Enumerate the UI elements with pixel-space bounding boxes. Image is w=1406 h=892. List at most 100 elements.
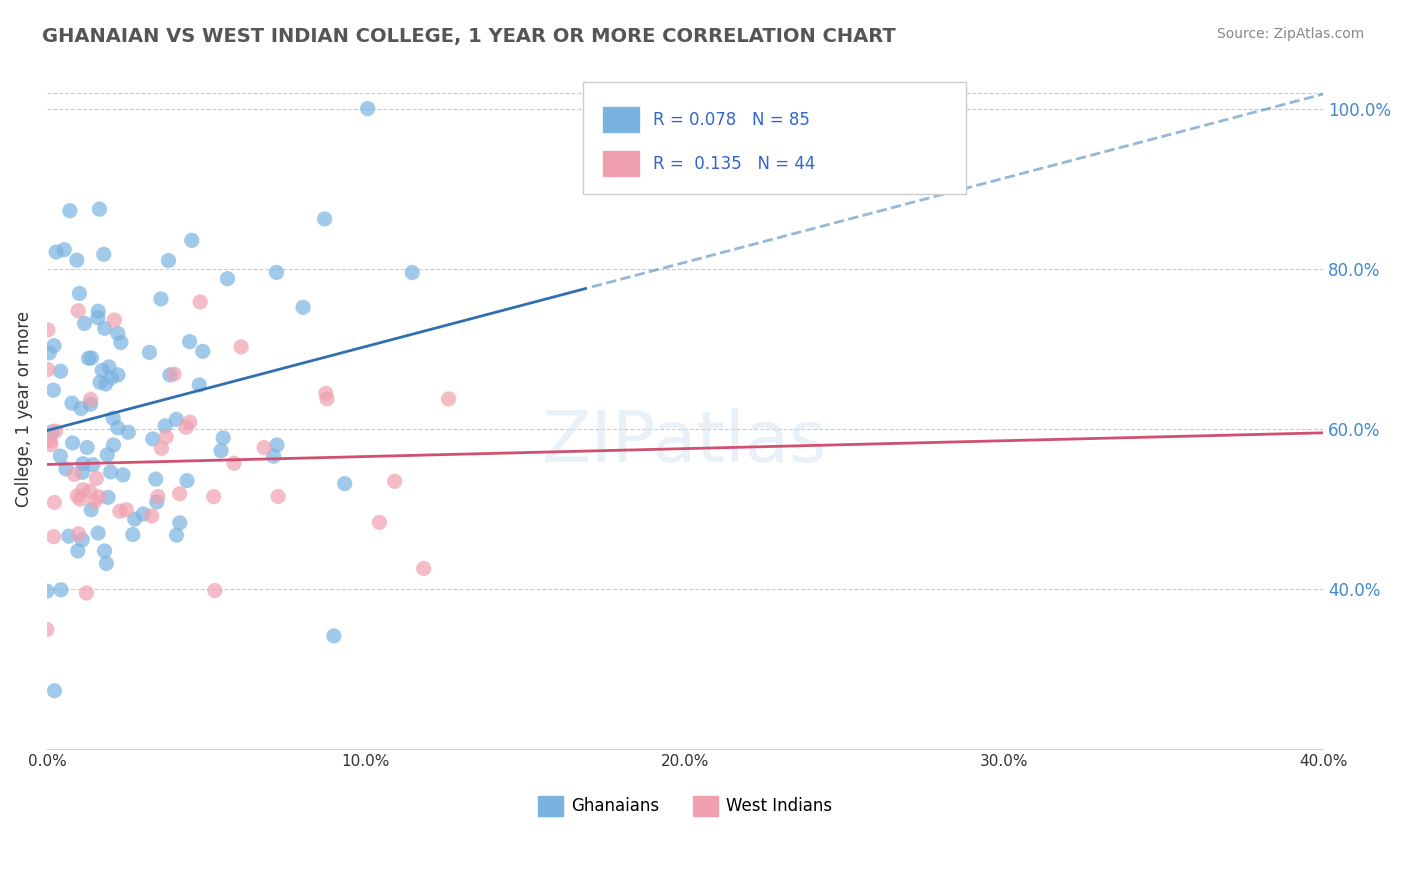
Ghanaians [44, 683, 66, 698]
West Indians [179, 415, 201, 429]
Ghanaians [401, 266, 423, 280]
West Indians [267, 490, 290, 504]
Ghanaians [55, 462, 77, 476]
Ghanaians [89, 376, 111, 390]
Ghanaians [333, 476, 356, 491]
Ghanaians [60, 396, 83, 410]
Text: ZIPatlas: ZIPatlas [543, 409, 828, 477]
Ghanaians [87, 304, 110, 318]
Ghanaians [263, 449, 285, 463]
Ghanaians [191, 344, 214, 359]
West Indians [222, 456, 245, 470]
Ghanaians [103, 438, 125, 452]
West Indians [39, 434, 62, 448]
West Indians [204, 583, 226, 598]
Ghanaians [165, 412, 187, 426]
West Indians [37, 362, 59, 376]
Ghanaians [38, 346, 60, 360]
West Indians [63, 467, 86, 482]
Ghanaians [314, 211, 336, 226]
Ghanaians [66, 253, 89, 268]
Ghanaians [157, 253, 180, 268]
West Indians [108, 504, 131, 518]
West Indians [229, 340, 252, 354]
Ghanaians [107, 326, 129, 341]
West Indians [169, 487, 191, 501]
Ghanaians [82, 458, 104, 472]
West Indians [72, 483, 94, 497]
Ghanaians [107, 421, 129, 435]
Ghanaians [73, 317, 96, 331]
Text: R =  0.135   N = 44: R = 0.135 N = 44 [654, 155, 815, 173]
Ghanaians [70, 401, 93, 416]
Ghanaians [80, 502, 103, 516]
Ghanaians [107, 368, 129, 382]
Ghanaians [176, 474, 198, 488]
Ghanaians [96, 557, 118, 571]
West Indians [42, 530, 65, 544]
Ghanaians [100, 370, 122, 384]
Ghanaians [87, 526, 110, 541]
Ghanaians [212, 431, 235, 445]
Ghanaians [58, 529, 80, 543]
Ghanaians [94, 376, 117, 391]
Legend: Ghanaians, West Indians: Ghanaians, West Indians [531, 789, 839, 822]
Ghanaians [49, 582, 72, 597]
Ghanaians [91, 363, 114, 377]
Ghanaians [89, 202, 111, 216]
Ghanaians [98, 359, 121, 374]
Ghanaians [266, 438, 288, 452]
Ghanaians [77, 351, 100, 366]
Ghanaians [70, 533, 93, 547]
Ghanaians [188, 378, 211, 392]
Ghanaians [142, 432, 165, 446]
West Indians [163, 367, 186, 381]
Text: R = 0.078   N = 85: R = 0.078 N = 85 [654, 111, 810, 128]
West Indians [115, 502, 138, 516]
West Indians [86, 471, 108, 485]
Ghanaians [62, 436, 84, 450]
Ghanaians [67, 286, 90, 301]
Ghanaians [80, 351, 103, 365]
West Indians [66, 489, 89, 503]
Ghanaians [153, 418, 176, 433]
West Indians [35, 623, 58, 637]
Ghanaians [49, 364, 72, 378]
Ghanaians [159, 368, 181, 382]
West Indians [76, 586, 98, 600]
Ghanaians [110, 335, 132, 350]
Ghanaians [149, 292, 172, 306]
West Indians [202, 490, 225, 504]
Ghanaians [103, 411, 125, 425]
Ghanaians [169, 516, 191, 530]
Ghanaians [45, 245, 67, 260]
Ghanaians [93, 247, 115, 261]
Ghanaians [117, 425, 139, 440]
Ghanaians [96, 448, 118, 462]
Ghanaians [121, 527, 143, 541]
FancyBboxPatch shape [583, 82, 966, 194]
West Indians [437, 392, 460, 406]
West Indians [368, 516, 391, 530]
West Indians [80, 392, 103, 407]
Ghanaians [138, 345, 160, 359]
Ghanaians [79, 397, 101, 411]
Ghanaians [70, 466, 93, 480]
Ghanaians [35, 584, 58, 599]
West Indians [253, 441, 276, 455]
Ghanaians [357, 102, 380, 116]
West Indians [39, 438, 62, 452]
Ghanaians [292, 301, 315, 315]
Text: Source: ZipAtlas.com: Source: ZipAtlas.com [1216, 27, 1364, 41]
West Indians [44, 495, 66, 509]
Ghanaians [209, 443, 232, 458]
Ghanaians [72, 457, 94, 471]
Ghanaians [266, 265, 288, 279]
West Indians [141, 508, 163, 523]
Ghanaians [53, 243, 76, 257]
West Indians [79, 483, 101, 498]
West Indians [188, 295, 211, 310]
Ghanaians [146, 495, 169, 509]
FancyBboxPatch shape [602, 106, 640, 133]
Text: GHANAIAN VS WEST INDIAN COLLEGE, 1 YEAR OR MORE CORRELATION CHART: GHANAIAN VS WEST INDIAN COLLEGE, 1 YEAR … [42, 27, 896, 45]
